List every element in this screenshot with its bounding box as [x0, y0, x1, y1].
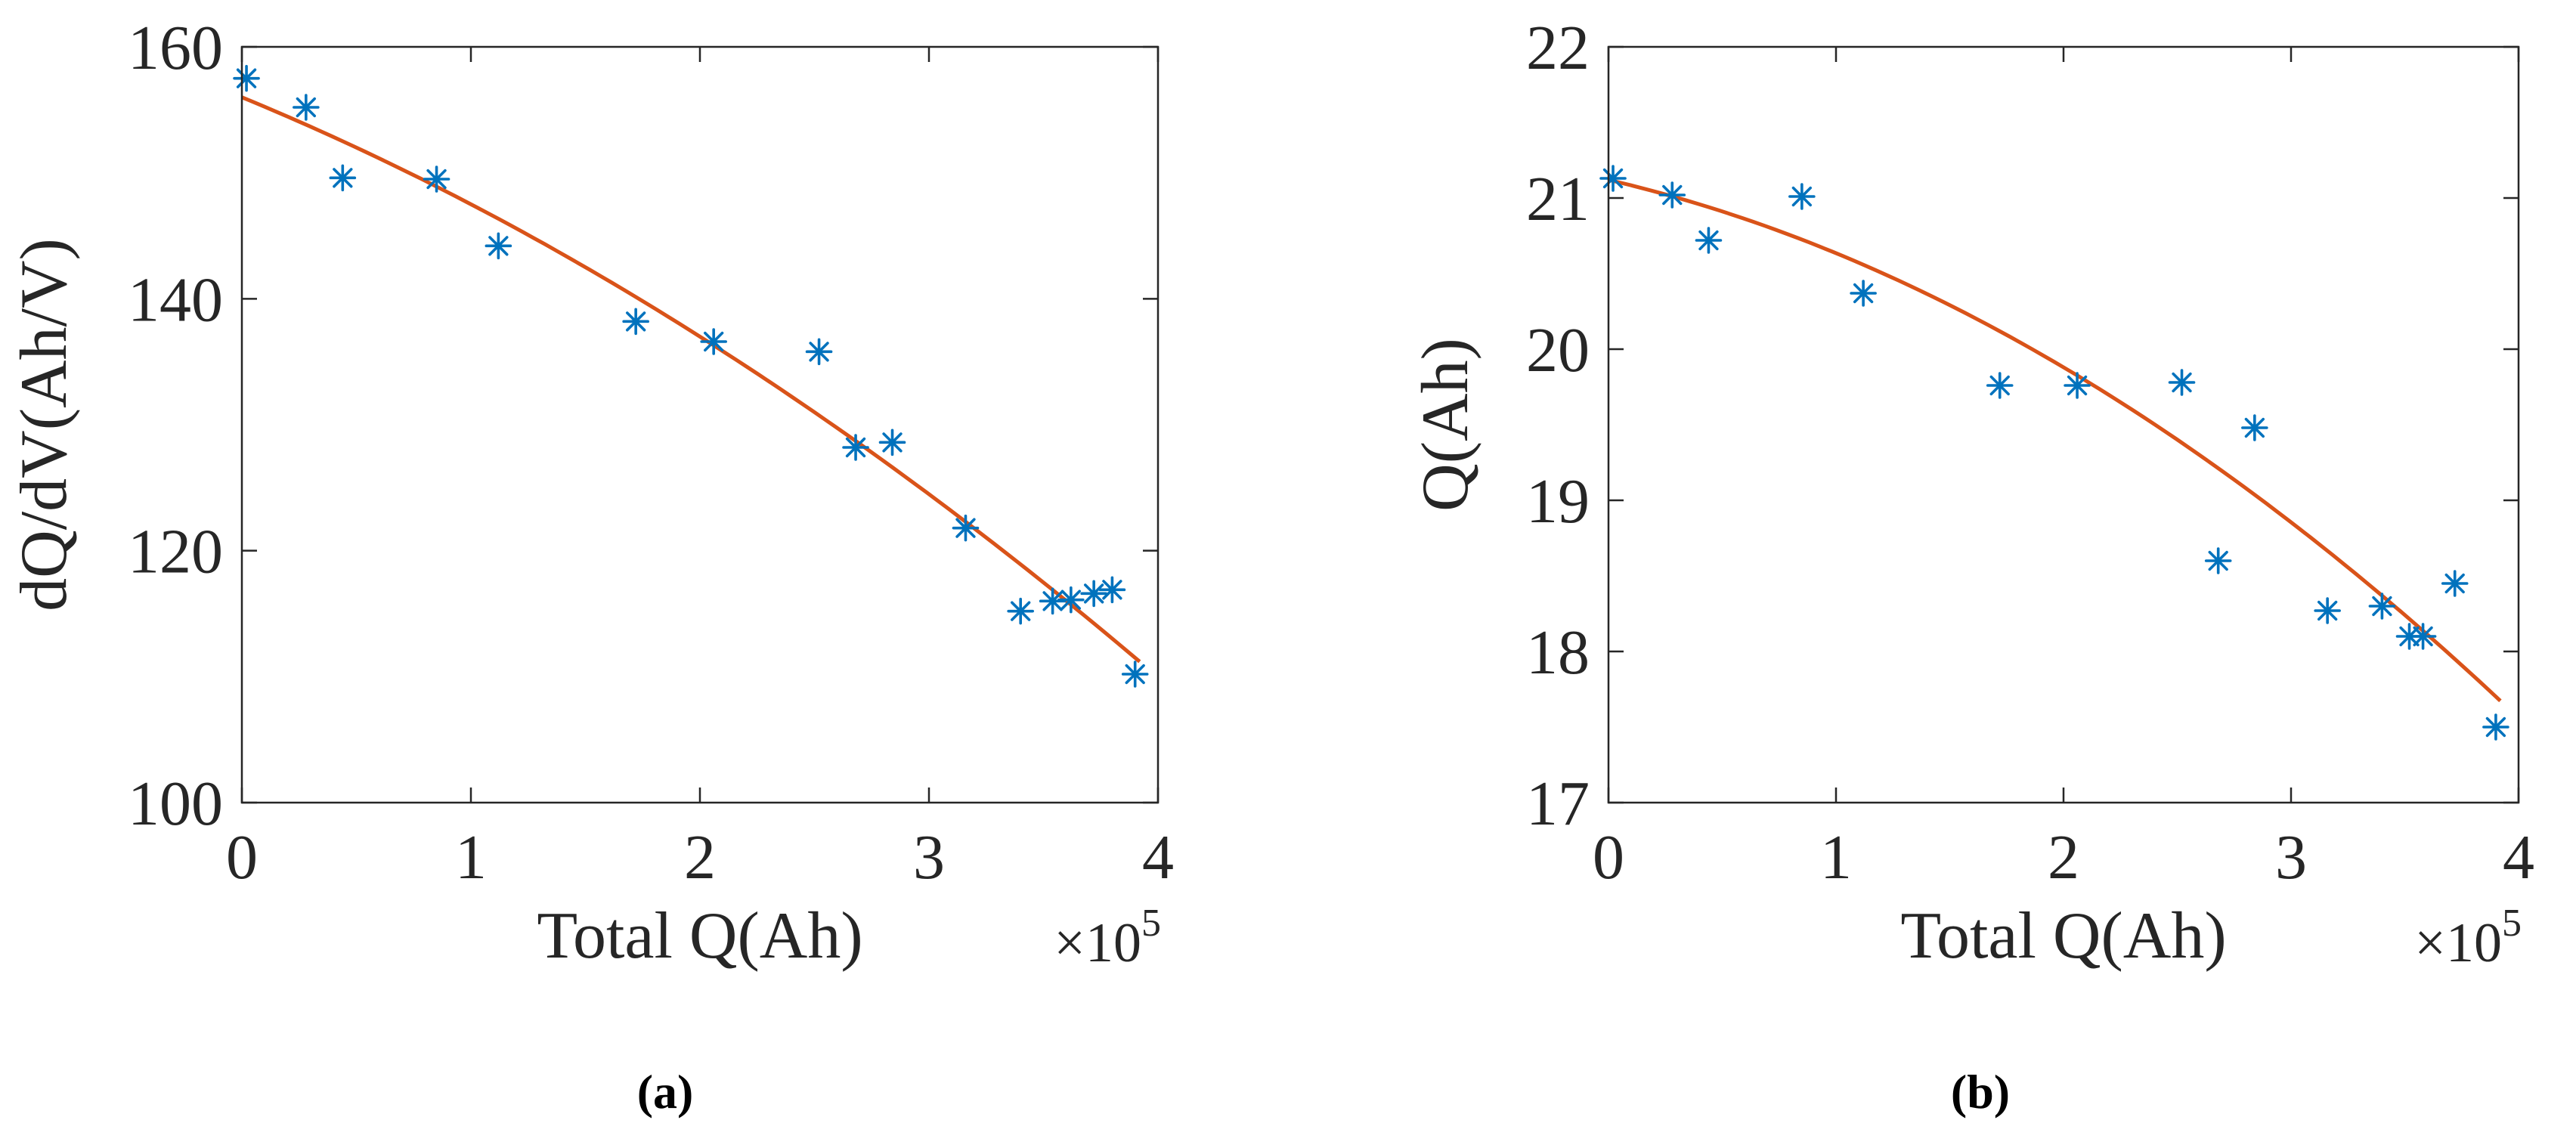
scatter-point: [423, 166, 450, 193]
y-tick-label: 17: [1526, 769, 1590, 839]
x-tick-label: 0: [1593, 822, 1624, 893]
y-tick-label: 120: [128, 517, 223, 587]
scatter-point: [2314, 597, 2341, 624]
plot-box: [1607, 45, 2520, 804]
scatter-series: [1599, 165, 2509, 741]
x-tick-label: 2: [2048, 822, 2079, 893]
scatter-point: [329, 164, 357, 192]
caption-panel-a: (a): [636, 1065, 694, 1119]
caption-panel-b: (b): [1950, 1065, 2011, 1119]
scatter-point: [2064, 372, 2091, 399]
x-axis-label: Total Q(Ah): [537, 899, 862, 973]
x-tick-label: 3: [2275, 822, 2307, 893]
chart-panel-b: 0 1 2 3 4 17 18 19 20 21 22 Total Q(Ah) ×105 Q(Ah): [1409, 13, 2534, 974]
scatter-point: [1986, 372, 2014, 399]
scatter-point: [2241, 414, 2268, 441]
scatter-point: [1098, 576, 1126, 604]
x-axis-label: Total Q(Ah): [1900, 899, 2226, 973]
scatter-point: [2409, 623, 2437, 650]
y-tick-label: 22: [1526, 13, 1590, 83]
scatter-point: [233, 64, 260, 92]
scatter-point: [485, 232, 512, 260]
scatter-point: [952, 514, 980, 542]
fit-curve: [1608, 178, 2502, 703]
y-tick-label: 160: [128, 13, 223, 83]
y-tick-label: 140: [128, 265, 223, 335]
scatter-point: [2482, 713, 2509, 741]
scatter-point: [842, 434, 869, 461]
y-axis-label: Q(Ah): [1409, 338, 1482, 512]
scatter-point: [1599, 165, 1627, 192]
scatter-point: [2441, 570, 2469, 597]
y-tick-label: 100: [128, 769, 223, 839]
scatter-point: [1039, 587, 1067, 615]
scatter-point: [1007, 597, 1034, 625]
x-multiplier-label: ×105: [1054, 902, 1161, 974]
scatter-point: [1080, 580, 1107, 608]
y-tick-label: 18: [1526, 617, 1590, 688]
x-tick-label: 3: [913, 822, 945, 893]
x-tick-label: 1: [1820, 822, 1852, 893]
scatter-point: [1057, 586, 1085, 614]
scatter-point: [293, 94, 320, 121]
scatter-point: [1658, 181, 1686, 209]
fit-curve: [241, 95, 1141, 664]
scatter-point: [2368, 593, 2396, 620]
scatter-point: [622, 308, 649, 336]
scatter-point: [1850, 280, 1877, 307]
x-tick-label: 1: [455, 822, 487, 893]
scatter-series: [233, 64, 1149, 688]
scatter-point: [805, 338, 833, 366]
scatter-point: [1788, 183, 1816, 210]
x-tick-label: 4: [1142, 822, 1174, 893]
scatter-point: [2168, 369, 2196, 396]
x-tick-label: 2: [684, 822, 716, 893]
y-axis-label: dQ/dV(Ah/V): [8, 238, 81, 611]
scatter-point: [1121, 661, 1149, 688]
y-tick-label: 20: [1526, 315, 1590, 385]
x-tick-label: 0: [226, 822, 258, 893]
scatter-point: [1695, 227, 1723, 254]
scatter-point: [878, 429, 906, 456]
x-tick-label: 4: [2503, 822, 2534, 893]
x-multiplier-label: ×105: [2414, 902, 2522, 974]
scatter-point: [700, 328, 727, 355]
chart-panel-a: 0 1 2 3 4 100 120 140 160 Total Q(Ah) ×105 dQ/dV(Ah…: [8, 13, 1174, 974]
y-tick-label: 19: [1526, 466, 1590, 537]
y-tick-label: 21: [1526, 164, 1590, 234]
scatter-point: [2204, 547, 2232, 574]
